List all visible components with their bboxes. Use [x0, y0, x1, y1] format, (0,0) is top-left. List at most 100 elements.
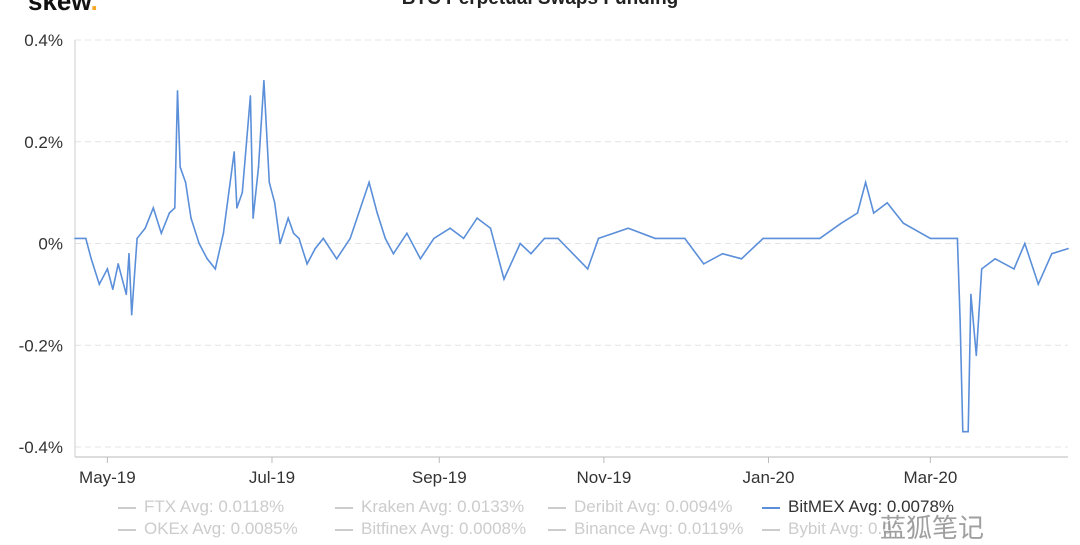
legend-line-icon	[762, 506, 780, 509]
data-point	[929, 237, 932, 240]
data-point	[117, 263, 119, 265]
data-point	[198, 242, 200, 245]
data-point	[90, 257, 92, 260]
data-point	[702, 263, 705, 265]
legend-series-avg: Avg: 0.0085%	[192, 519, 298, 538]
data-point	[190, 217, 192, 219]
legend-series-name: Binance	[574, 519, 636, 538]
data-point	[292, 232, 295, 235]
data-point	[721, 252, 724, 255]
data-point	[263, 79, 265, 82]
legend-line-icon	[118, 528, 136, 531]
y-tick-label: -0.4%	[19, 438, 63, 457]
data-point	[174, 207, 176, 209]
y-tick-label: 0.4%	[24, 31, 63, 50]
data-point	[597, 237, 600, 240]
data-point	[130, 313, 133, 316]
data-point	[298, 237, 300, 240]
legend-item-binance[interactable]: Binance Avg: 0.0119%	[548, 519, 744, 539]
data-point	[1051, 252, 1053, 255]
data-point	[236, 207, 238, 209]
data-point	[314, 247, 316, 250]
data-point	[349, 237, 352, 240]
data-point	[961, 430, 964, 433]
data-point	[106, 268, 109, 270]
data-point	[476, 217, 478, 219]
legend-line-icon	[762, 528, 780, 531]
data-point	[1067, 247, 1069, 250]
legend-line-icon	[118, 506, 136, 509]
data-point	[864, 181, 867, 184]
data-point	[406, 232, 408, 235]
data-point	[975, 354, 978, 357]
data-point	[1013, 268, 1015, 270]
data-point	[136, 237, 138, 240]
data-point	[956, 237, 959, 240]
legend-series-avg: Avg: 0.0	[829, 519, 892, 538]
legend-line-icon	[335, 528, 353, 531]
data-point	[287, 217, 289, 219]
data-point	[257, 166, 260, 168]
data-point	[519, 242, 522, 245]
legend-item-okex[interactable]: OKEx Avg: 0.0085%	[118, 519, 298, 539]
legend-line-icon	[548, 506, 566, 509]
data-point	[249, 95, 252, 97]
x-tick-label: May-19	[79, 468, 136, 487]
data-point	[503, 278, 505, 280]
x-tick-label: Jul-19	[249, 468, 295, 487]
data-point	[840, 222, 843, 224]
watermark: 蓝狐笔记	[880, 513, 985, 543]
data-point	[152, 207, 155, 209]
data-point	[419, 257, 422, 260]
data-point	[543, 237, 546, 240]
data-point	[1037, 283, 1040, 286]
y-tick-label: -0.2%	[19, 336, 63, 355]
x-tick-label: Jan-20	[742, 468, 794, 487]
funding-chart: 0.4% 0.2% 0% -0.2% -0.4% May-19 Jul-19 Sep-19 No…	[19, 31, 1069, 487]
skew-logo: skew.	[28, 0, 98, 16]
legend-item-bybit[interactable]: Bybit Avg: 0.0	[762, 519, 892, 539]
data-point	[872, 212, 875, 214]
x-tick-label: Sep-19	[412, 468, 467, 487]
legend-item-deribit[interactable]: Deribit Avg: 0.0094%	[548, 497, 732, 517]
data-point	[449, 227, 451, 230]
data-point	[98, 283, 101, 286]
data-point	[241, 191, 244, 194]
data-point	[268, 181, 271, 184]
data-point	[818, 237, 821, 240]
data-point	[214, 268, 217, 270]
y-tick-label: 0%	[38, 235, 63, 254]
data-point	[762, 237, 764, 240]
data-point	[160, 232, 163, 235]
data-point	[384, 237, 387, 240]
legend-item-ftx[interactable]: FTX Avg: 0.0118%	[118, 497, 284, 517]
data-point	[1024, 242, 1026, 245]
legend-series-name: OKEx	[144, 519, 189, 538]
legend-line-icon	[335, 506, 353, 509]
legend-item-bitfinex[interactable]: Bitfinex Avg: 0.0008%	[335, 519, 526, 539]
x-tick-label: Nov-19	[576, 468, 631, 487]
data-point	[740, 257, 743, 260]
y-tick-label: 0.2%	[24, 133, 63, 152]
legend-series-avg: Avg: 0.0118%	[179, 497, 285, 516]
data-point	[902, 222, 905, 224]
data-point	[184, 181, 187, 184]
data-point	[586, 268, 589, 270]
data-point	[627, 227, 629, 230]
x-tick-label: Mar-20	[903, 468, 957, 487]
legend-item-kraken[interactable]: Kraken Avg: 0.0133%	[335, 497, 524, 517]
legend-series-name: Bybit	[788, 519, 826, 538]
legend-series-avg: Avg: 0.0094%	[626, 497, 733, 516]
legend-item-bitmex[interactable]: BitMEX Avg: 0.0078%	[762, 497, 954, 517]
data-point	[84, 237, 87, 240]
bitmex-funding-line	[75, 80, 1069, 433]
data-point	[654, 237, 656, 240]
data-point	[856, 212, 859, 214]
data-point	[433, 237, 435, 240]
data-point	[959, 319, 961, 321]
data-point	[111, 288, 114, 291]
legend-series-avg: Avg: 0.0008%	[420, 519, 527, 538]
data-point	[306, 263, 308, 265]
data-point	[994, 257, 996, 260]
data-point	[530, 252, 532, 255]
